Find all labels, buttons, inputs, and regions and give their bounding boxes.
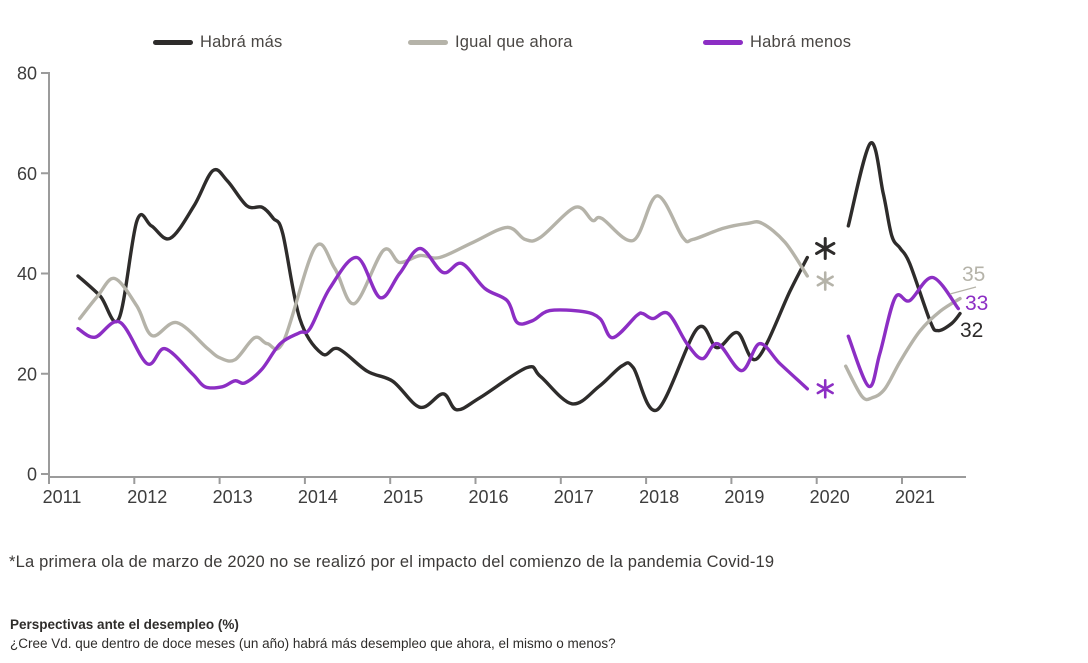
svg-text:60: 60 (17, 164, 37, 184)
svg-text:2011: 2011 (43, 487, 82, 507)
legend-label-igual-que-ahora: Igual que ahora (455, 33, 573, 51)
survey-question: ¿Cree Vd. que dentro de doce meses (un a… (10, 636, 616, 651)
svg-text:2014: 2014 (298, 487, 338, 507)
svg-text:35: 35 (962, 263, 985, 286)
svg-text:33: 33 (965, 292, 988, 315)
legend-label-habra-menos: Habrá menos (750, 33, 852, 51)
svg-text:0: 0 (27, 465, 37, 485)
svg-text:2012: 2012 (127, 487, 167, 507)
legend-label-habra-mas: Habrá más (200, 33, 283, 51)
svg-text:2013: 2013 (213, 487, 253, 507)
legend-item-habra-menos: Habrá menos (703, 33, 851, 52)
svg-text:2015: 2015 (383, 487, 423, 507)
legend-swatch-habra-menos (703, 40, 743, 45)
chart-title: Perspectivas ante el desempleo (%) (10, 617, 239, 632)
svg-text:32: 32 (960, 319, 983, 342)
svg-text:2018: 2018 (639, 487, 679, 507)
legend-swatch-igual-que-ahora (408, 40, 448, 45)
covid-footnote: *La primera ola de marzo de 2020 no se r… (9, 553, 775, 571)
svg-text:2020: 2020 (810, 487, 850, 507)
svg-text:20: 20 (17, 364, 37, 384)
svg-text:80: 80 (17, 64, 37, 84)
svg-text:40: 40 (17, 264, 37, 284)
svg-text:2016: 2016 (468, 487, 508, 507)
svg-text:2017: 2017 (554, 487, 594, 507)
legend-item-habra-mas: Habrá más (153, 33, 283, 52)
legend-swatch-habra-mas (153, 40, 193, 45)
svg-text:2019: 2019 (724, 487, 764, 507)
legend-item-igual-que-ahora: Igual que ahora (408, 33, 573, 52)
line-chart-canvas: 0 20 40 60 80 2011 2012 2013 2014 2015 2016 2017 201… (17, 64, 988, 508)
svg-text:2021: 2021 (895, 487, 935, 507)
